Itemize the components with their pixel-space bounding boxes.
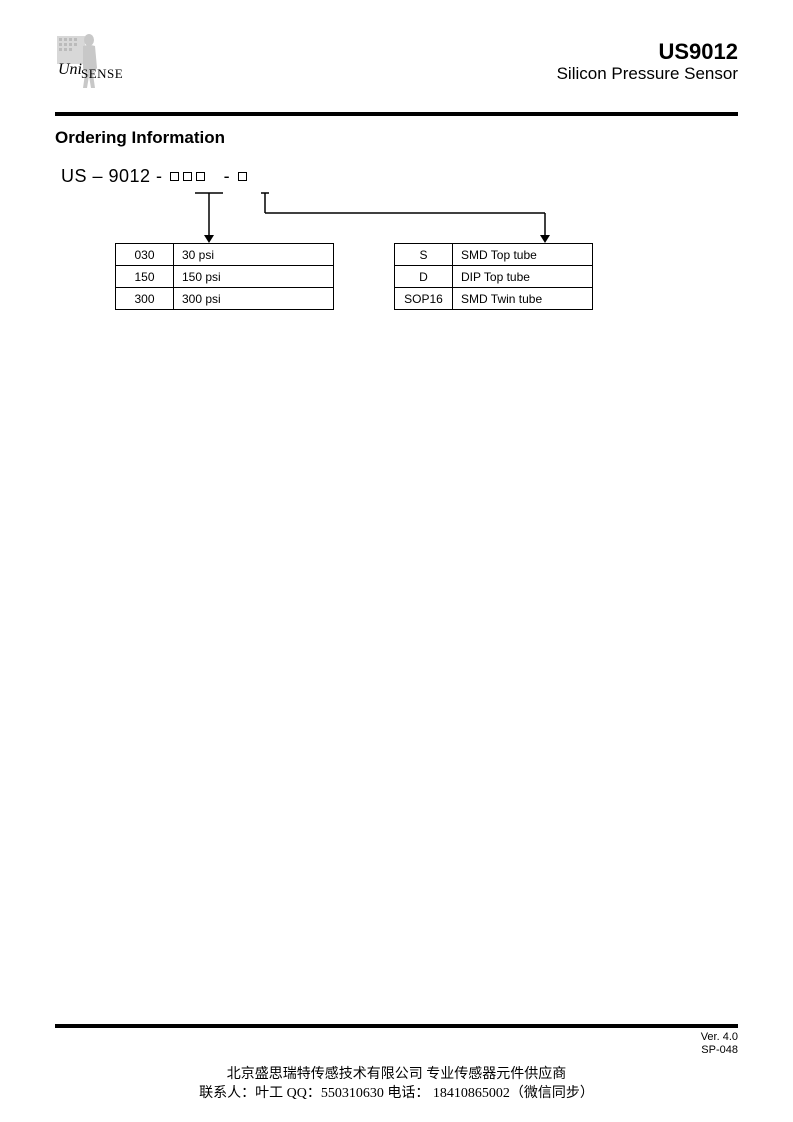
option-code: 030 <box>116 244 174 266</box>
option-code: 300 <box>116 288 174 310</box>
header-rule <box>55 112 738 116</box>
svg-text:SENSE: SENSE <box>81 66 123 81</box>
table-row: SOP16 SMD Twin tube <box>395 288 593 310</box>
table-row: S SMD Top tube <box>395 244 593 266</box>
option-desc: DIP Top tube <box>453 266 593 288</box>
contact-line: 联系人：叶工 QQ：550310630 电话： 18410865002（微信同步… <box>0 1085 793 1104</box>
option-desc: SMD Top tube <box>453 244 593 266</box>
product-description: Silicon Pressure Sensor <box>557 64 738 84</box>
option-desc: 300 psi <box>174 288 334 310</box>
ordering-code-pattern: US – 9012 - - <box>61 166 738 187</box>
table-row: 030 30 psi <box>116 244 334 266</box>
version-label: Ver. 4.0 <box>701 1031 738 1045</box>
footer-rule <box>55 1024 738 1028</box>
option-code: SOP16 <box>395 288 453 310</box>
bottom-contact-info: 北京盛思瑞特传感技术有限公司 专业传感器元件供应商 联系人：叶工 QQ：5503… <box>0 1066 793 1104</box>
table-row: 300 300 psi <box>116 288 334 310</box>
placeholder-box <box>238 172 247 181</box>
placeholder-box <box>170 172 179 181</box>
pressure-options-table: 030 30 psi 150 150 psi 300 300 psi <box>115 243 334 310</box>
company-line: 北京盛思瑞特传感技术有限公司 专业传感器元件供应商 <box>0 1066 793 1085</box>
option-desc: 150 psi <box>174 266 334 288</box>
option-code: S <box>395 244 453 266</box>
option-desc: SMD Twin tube <box>453 288 593 310</box>
placeholder-box <box>196 172 205 181</box>
product-code: US9012 <box>557 40 738 64</box>
footer-text: Ver. 4.0 SP-048 <box>701 1031 738 1059</box>
package-options-table: S SMD Top tube D DIP Top tube SOP16 SMD … <box>394 243 593 310</box>
svg-text:Uni: Uni <box>58 61 82 78</box>
unisense-logo: Uni SENSE <box>55 30 127 90</box>
doc-id-label: SP-048 <box>701 1044 738 1058</box>
option-code: 150 <box>116 266 174 288</box>
section-title: Ordering Information <box>55 128 738 148</box>
diagram-arrows: 030 30 psi 150 150 psi 300 300 psi S SMD… <box>55 189 738 329</box>
header: Uni SENSE US9012 Silicon Pressure Sensor <box>55 30 738 108</box>
option-code: D <box>395 266 453 288</box>
table-row: D DIP Top tube <box>395 266 593 288</box>
code-prefix: US – 9012 - <box>61 166 163 186</box>
option-desc: 30 psi <box>174 244 334 266</box>
placeholder-box <box>183 172 192 181</box>
code-dash: - <box>224 166 231 186</box>
table-row: 150 150 psi <box>116 266 334 288</box>
